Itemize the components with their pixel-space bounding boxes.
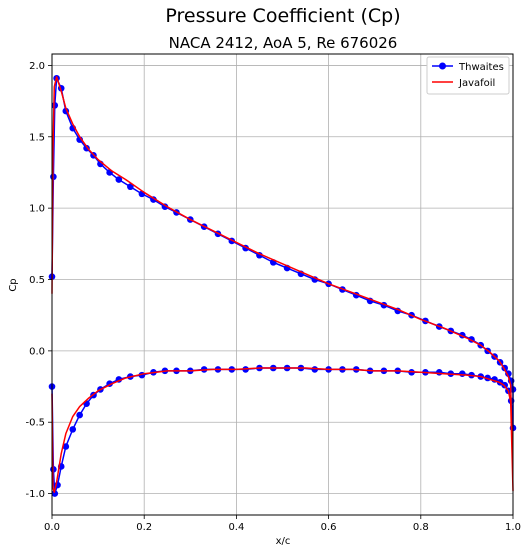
data-point-thwaites [62,443,70,450]
data-point-thwaites [51,490,59,497]
y-tick-label: -1.0 [25,489,45,500]
ticks: 0.0 0.2 0.4 0.6 0.8 1.0 2.0 1.5 1.0 0.5 0.0 -0.5 -1.… [25,61,520,533]
chart-title: Pressure Coefficient (Cp) [165,5,400,27]
y-tick-label: 0.5 [29,275,45,286]
x-tick-label: 0.4 [228,522,244,533]
legend: Thwaites Javafoil [426,56,510,95]
data-point-thwaites [115,176,123,183]
x-tick-label: 1.0 [505,522,521,533]
y-axis-label: Cp [8,278,19,291]
y-tick-label: 1.0 [29,204,45,215]
y-tick-label: -0.5 [25,418,45,429]
x-tick-label: 0.6 [321,522,337,533]
grid [51,54,514,515]
data-point-thwaites [435,368,443,376]
x-axis-label: x/c [276,536,291,547]
legend-label-thwaites: Thwaites [458,62,504,73]
data-point-thwaites [69,426,77,433]
data-point-thwaites [76,411,83,419]
x-tick-label: 0.2 [136,522,152,533]
legend-marker-thwaites [439,62,446,70]
x-tick-label: 0.8 [413,522,429,533]
y-tick-label: 2.0 [29,61,45,72]
y-tick-label: 1.5 [29,132,45,143]
y-tick-label: 0.0 [29,346,45,357]
data-point-thwaites [458,370,466,378]
data-point-thwaites [127,183,134,191]
x-tick-label: 0.0 [44,522,60,533]
legend-label-javafoil: Javafoil [458,78,495,89]
chart-subtitle: NACA 2412, AoA 5, Re 676026 [169,34,398,52]
plot-frame [51,53,514,516]
